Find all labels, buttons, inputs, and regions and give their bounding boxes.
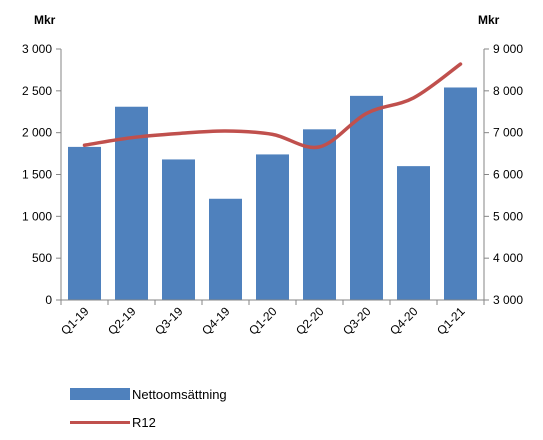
left-tick-label: 1 000	[22, 209, 52, 223]
legend-swatch-line	[70, 420, 130, 424]
left-tick-label: 0	[45, 293, 52, 307]
x-tick-label: Q1-21	[434, 304, 468, 338]
x-tick-label: Q1-20	[246, 304, 280, 338]
legend-label-line: R12	[132, 414, 156, 430]
x-tick-label: Q2-19	[105, 304, 139, 338]
x-tick-label: Q3-20	[340, 304, 374, 338]
bar-series	[68, 87, 477, 300]
left-tick-label: 500	[32, 251, 52, 265]
right-tick-label: 7 000	[493, 126, 523, 140]
line-path	[82, 62, 463, 150]
x-tick-label: Q3-19	[152, 304, 186, 338]
bar	[68, 146, 101, 300]
legend: Nettoomsättning R12	[70, 384, 227, 440]
bar	[162, 159, 195, 300]
legend-item-line: R12	[70, 412, 227, 432]
left-tick-label: 2 000	[22, 126, 52, 140]
left-tick-label: 3 000	[22, 42, 52, 56]
right-tick-label: 8 000	[493, 84, 523, 98]
left-axis: 0 500 1 000 1 500 2 000 2 500 3 000	[22, 42, 62, 307]
right-tick-label: 6 000	[493, 168, 523, 182]
line-series	[82, 62, 463, 150]
chart: Mkr Mkr 0 500 1 000 1 500 2 000 2 500 3 000 3 …	[22, 13, 523, 338]
bar	[397, 166, 430, 300]
right-axis-unit: Mkr	[478, 13, 500, 27]
right-tick-label: 3 000	[493, 293, 523, 307]
right-axis: 3 000 4 000 5 000 6 000 7 000 8 000 9 000	[483, 42, 523, 307]
left-tick-label: 2 500	[22, 84, 52, 98]
right-tick-label: 9 000	[493, 42, 523, 56]
x-axis: Q1-19 Q2-19 Q3-19 Q4-19 Q1-20 Q2-20 Q3-20 Q4-20…	[58, 299, 485, 338]
bar	[209, 198, 242, 300]
bar	[350, 95, 383, 300]
left-tick-label: 1 500	[22, 168, 52, 182]
legend-item-bar: Nettoomsättning	[70, 384, 227, 404]
bar	[303, 129, 336, 300]
x-tick-label: Q4-19	[199, 304, 233, 338]
left-axis-unit: Mkr	[34, 13, 56, 27]
x-tick-label: Q2-20	[293, 304, 327, 338]
bar	[444, 87, 477, 300]
right-tick-label: 5 000	[493, 209, 523, 223]
right-tick-label: 4 000	[493, 251, 523, 265]
legend-swatch-bar	[70, 388, 130, 400]
x-tick-label: Q1-19	[58, 304, 92, 338]
bar	[256, 154, 289, 300]
legend-label-bar: Nettoomsättning	[132, 386, 227, 402]
x-tick-label: Q4-20	[387, 304, 421, 338]
